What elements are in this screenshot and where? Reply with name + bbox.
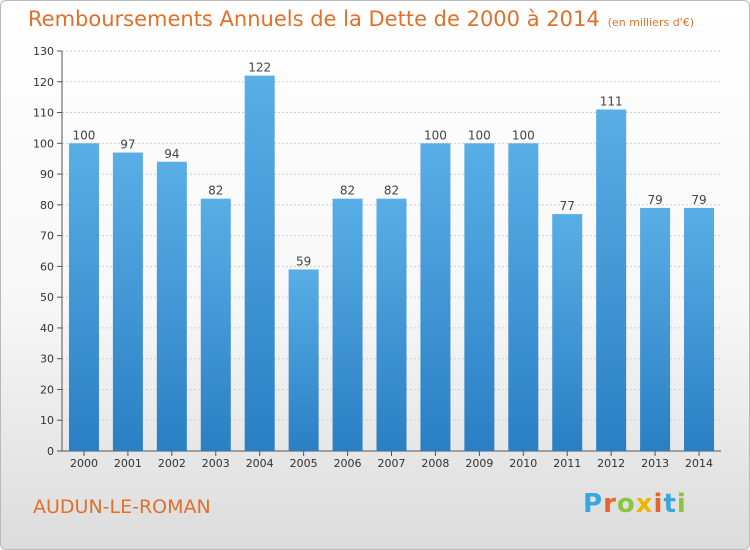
y-tick-label: 0 [47,445,54,458]
x-tick-label: 2005 [290,457,318,470]
x-tick-label: 2006 [334,457,362,470]
x-tick-label: 2013 [641,457,669,470]
y-tick-label: 70 [40,230,54,243]
x-tick-label: 2000 [70,457,98,470]
data-label: 82 [340,184,355,198]
data-label: 94 [164,147,179,161]
y-tick-label: 50 [40,291,54,304]
bar-2003 [200,198,231,451]
bar-2008 [420,143,451,452]
data-label: 100 [424,128,447,142]
x-tick-label: 2007 [378,457,406,470]
x-tick-label: 2011 [553,457,581,470]
bar-2007 [376,198,407,451]
y-tick-labels: 0 10 20 30 40 50 60 70 80 90 100 110 120 130 [33,45,54,458]
y-tick-label: 40 [40,322,54,335]
location-name: AUDUN-LE-ROMAN [33,496,211,518]
chart-title-text: Remboursements Annuels de la Dette de 20… [28,7,600,31]
y-tick-label: 30 [40,353,54,366]
bar-2011 [552,214,583,451]
bar-2014 [684,207,715,451]
logo-letter: i [676,489,687,519]
data-label: 82 [384,184,399,198]
data-label: 79 [691,193,706,207]
bar-2010 [508,143,539,452]
y-tick-label: 130 [33,45,54,58]
data-label: 100 [73,128,96,142]
data-label: 97 [120,138,135,152]
logo-letter: t [663,489,677,519]
bar-2013 [640,207,671,451]
data-label: 100 [468,128,491,142]
x-tick-label: 2010 [509,457,537,470]
x-tick-label: 2004 [246,457,274,470]
x-tick-label: 2003 [202,457,230,470]
y-tick-label: 10 [40,414,54,427]
logo-letter: i [653,489,664,519]
bar-2005 [288,269,319,451]
logo-letter: o [616,489,636,519]
bar-2006 [332,198,363,451]
data-label: 111 [600,94,623,108]
logo-letter: P [583,489,604,519]
y-tick-label: 20 [40,383,54,396]
data-labels: 100 97 94 82 122 59 82 82 100 100 100 77 111 79 79 [73,61,707,269]
x-tick-label: 2012 [597,457,625,470]
data-label: 79 [647,193,662,207]
bar-2012 [596,109,627,451]
x-tick-label: 2009 [465,457,493,470]
y-tick-label: 60 [40,260,54,273]
x-tick-label: 2014 [685,457,713,470]
chart-title: Remboursements Annuels de la Dette de 20… [28,7,694,31]
logo-letter: r [603,489,617,519]
y-tick-label: 110 [33,107,54,120]
data-label: 122 [248,61,271,75]
y-tick-label: 120 [33,76,54,89]
y-tick-label: 100 [33,137,54,150]
data-label: 100 [512,128,535,142]
proxiti-logo: Proxiti [583,489,687,519]
bar-2009 [464,143,495,452]
bar-2004 [244,75,275,451]
x-tick-label: 2008 [421,457,449,470]
bar-2001 [112,152,143,452]
x-tick-labels: 2000 2001 2002 2003 2004 2005 2006 2007 2008 2009… [70,457,713,470]
logo-letter: x [635,489,654,519]
y-tick-label: 90 [40,168,54,181]
bar-2000 [68,143,99,452]
bars [68,75,715,452]
data-label: 59 [296,254,311,268]
y-tick-label: 80 [40,199,54,212]
data-label: 77 [560,199,575,213]
chart-subtitle: (en milliers d'€) [607,16,694,29]
data-label: 82 [208,184,223,198]
x-tick-label: 2001 [114,457,142,470]
bar-2002 [156,161,187,451]
x-tick-label: 2002 [158,457,186,470]
